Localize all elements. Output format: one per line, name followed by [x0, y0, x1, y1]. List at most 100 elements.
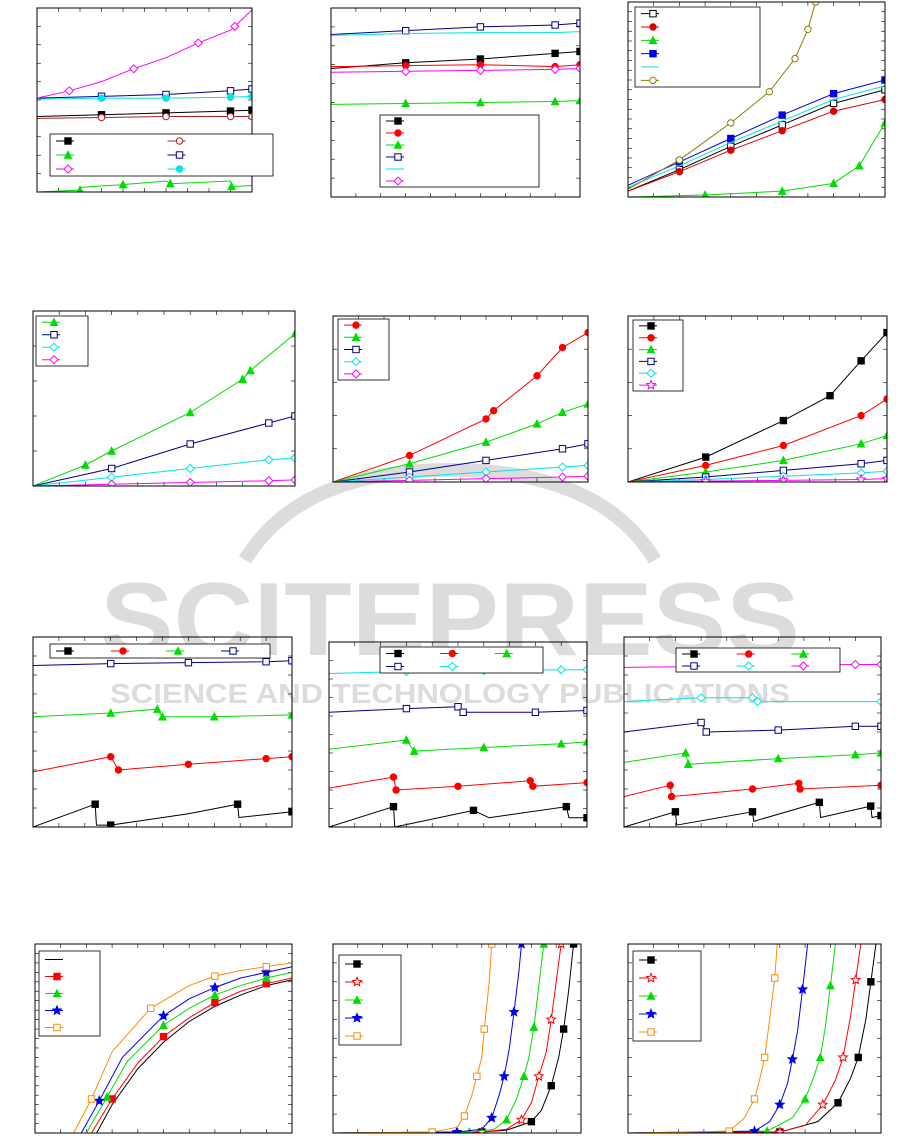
legend-marker	[645, 379, 657, 390]
legend-marker	[351, 332, 361, 341]
series-line	[37, 9, 252, 99]
legend-marker	[64, 647, 72, 655]
legend-marker	[394, 649, 402, 658]
legend-marker	[53, 1023, 61, 1032]
series-2	[331, 60, 580, 71]
data-point	[700, 475, 712, 482]
data-point	[575, 95, 580, 105]
legend-box	[379, 646, 544, 674]
series-3	[333, 944, 549, 1133]
series-line	[37, 109, 252, 118]
legend-entry-2	[167, 137, 186, 145]
series-line	[624, 752, 881, 765]
data-point	[290, 453, 295, 463]
watermark-line2: SCIENCE AND TECHNOLOGY PUBLICATIONS	[110, 678, 790, 709]
series-line	[628, 944, 836, 1133]
series-line	[333, 944, 522, 1133]
legend-box	[379, 114, 540, 188]
series-line	[33, 708, 292, 718]
series-1	[329, 802, 587, 827]
series-1	[33, 800, 292, 827]
data-point	[264, 455, 274, 465]
legend-marker	[647, 357, 655, 366]
series-4	[333, 944, 525, 1133]
data-point	[498, 1070, 510, 1082]
legend-entry-2	[344, 332, 362, 341]
plot-frame	[32, 310, 296, 487]
series-line	[624, 721, 881, 733]
legend	[632, 319, 684, 392]
data-point	[226, 93, 235, 101]
data-point	[93, 1094, 105, 1106]
legend-entry-4	[639, 1008, 657, 1019]
data-point	[702, 453, 710, 461]
series-line	[628, 99, 885, 192]
data-point	[800, 1094, 810, 1103]
data-point	[777, 474, 790, 482]
data-point	[479, 742, 489, 752]
legend-entry-2	[440, 649, 459, 658]
series-line	[33, 756, 292, 773]
legend-marker	[394, 117, 402, 125]
data-point	[763, 1126, 771, 1133]
plot-frame	[332, 943, 582, 1134]
data-point	[106, 479, 117, 486]
data-point	[460, 1112, 469, 1120]
legend-entry-5	[639, 1028, 657, 1036]
data-point	[265, 419, 273, 427]
data-point	[825, 980, 835, 990]
plot-area	[628, 944, 877, 1133]
series-3	[37, 178, 252, 192]
data-point	[854, 1053, 862, 1062]
data-point	[529, 782, 537, 790]
legend-entry-1	[639, 956, 657, 964]
data-point	[696, 693, 706, 703]
data-point	[778, 455, 788, 465]
legend-marker	[646, 344, 656, 354]
data-point	[489, 406, 498, 415]
chart-panel-r3c3	[623, 636, 882, 828]
data-point	[482, 456, 490, 465]
series-line	[628, 89, 885, 192]
data-point	[880, 118, 885, 127]
legend-entry-5	[345, 1032, 363, 1040]
data-point	[193, 38, 203, 48]
data-point	[531, 708, 540, 716]
series-2	[628, 944, 862, 1133]
data-point	[532, 419, 542, 428]
data-point	[575, 63, 580, 74]
legend-marker	[690, 662, 698, 670]
legend-marker	[744, 650, 753, 658]
data-point	[817, 1098, 829, 1110]
series-2	[91, 977, 292, 1133]
legend-entry-3	[639, 991, 657, 1000]
legend	[338, 954, 402, 1046]
legend	[632, 950, 702, 1042]
data-point	[106, 708, 116, 717]
legend-marker	[647, 334, 655, 342]
data-point	[515, 1113, 528, 1125]
data-point	[290, 328, 295, 338]
legend-marker	[352, 321, 360, 329]
legend-marker	[64, 137, 72, 145]
series-2	[33, 753, 292, 774]
series-line	[333, 944, 493, 1133]
data-point	[796, 983, 809, 995]
data-point	[815, 1052, 825, 1062]
data-point	[747, 693, 758, 703]
legend-entry-5	[639, 368, 657, 378]
data-point	[748, 785, 757, 793]
data-point	[529, 1022, 539, 1031]
data-point	[851, 722, 859, 730]
chart-panels	[32, 1, 888, 1134]
plot-frame	[627, 943, 882, 1134]
data-point	[475, 97, 485, 107]
legend-box	[35, 315, 89, 367]
data-point	[248, 112, 252, 121]
legend-marker	[49, 355, 59, 365]
data-point	[502, 1114, 512, 1124]
data-point	[389, 802, 398, 811]
legend-entry-2	[639, 334, 657, 342]
data-point	[748, 1125, 761, 1133]
data-point	[248, 106, 252, 114]
